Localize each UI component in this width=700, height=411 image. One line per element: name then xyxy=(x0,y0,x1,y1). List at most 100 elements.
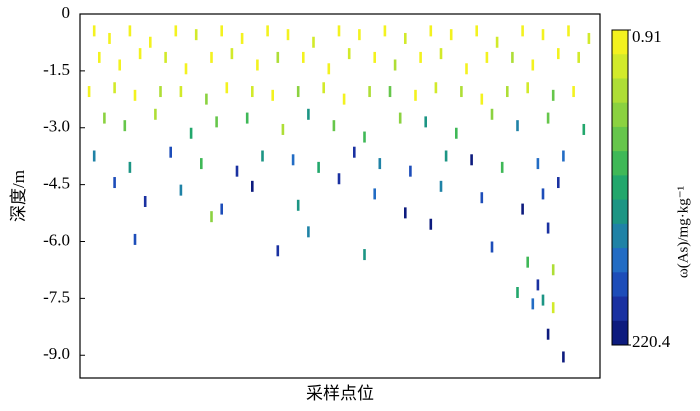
y-tick-label: -4.5 xyxy=(43,174,70,193)
colorbar-segment xyxy=(612,30,628,55)
depth-segment xyxy=(92,150,96,162)
colorbar-segment xyxy=(612,296,628,322)
depth-segment xyxy=(429,218,433,230)
depth-segment xyxy=(240,32,244,44)
depth-segment xyxy=(322,82,325,94)
depth-segment xyxy=(455,127,458,139)
y-tick-label: -9.0 xyxy=(43,344,70,363)
depth-segment xyxy=(230,48,234,60)
depth-segment xyxy=(490,108,494,120)
y-axis-title: 深度/m xyxy=(9,170,28,222)
depth-segment xyxy=(205,93,208,105)
depth-segment xyxy=(465,63,468,75)
depth-segment xyxy=(210,51,213,63)
y-tick-label: -3.0 xyxy=(43,117,70,136)
colorbar-frame xyxy=(611,29,629,346)
depth-segment xyxy=(103,112,106,124)
depth-segment xyxy=(424,116,427,128)
depth-segment xyxy=(404,207,407,219)
depth-segment xyxy=(174,25,178,37)
depth-segment xyxy=(164,51,167,63)
depth-segment xyxy=(296,86,300,98)
depth-segment xyxy=(582,123,586,135)
depth-segment xyxy=(536,279,540,291)
depth-segment xyxy=(113,177,116,189)
depth-segment xyxy=(225,82,229,94)
colorbar-tick-label: 0.91 xyxy=(632,27,662,46)
depth-segment xyxy=(378,158,382,170)
depth-segment xyxy=(256,59,259,71)
depth-segment xyxy=(531,59,535,71)
y-tick-label: -6.0 xyxy=(43,230,70,249)
depth-segment xyxy=(245,112,249,124)
depth-segment xyxy=(108,32,111,44)
depth-segment xyxy=(531,298,535,310)
depth-segment xyxy=(475,25,478,37)
colorbar-segment xyxy=(612,248,628,273)
depth-segment xyxy=(251,180,254,192)
x-axis-title: 采样点位 xyxy=(306,384,374,403)
y-tick-label: -7.5 xyxy=(43,287,70,306)
depth-segment xyxy=(332,120,336,132)
depth-segment xyxy=(133,233,137,245)
depth-segment xyxy=(557,177,560,189)
depth-segment xyxy=(189,127,193,139)
depth-segment xyxy=(368,86,371,98)
depth-segment xyxy=(159,86,162,98)
plot-frame xyxy=(79,13,601,379)
depth-segment xyxy=(296,199,300,211)
depth-segment xyxy=(271,89,274,101)
depth-segment xyxy=(506,86,509,98)
depth-segment xyxy=(541,29,545,41)
depth-segment xyxy=(562,150,565,162)
depth-segment xyxy=(87,86,91,98)
colorbar-segment xyxy=(612,78,628,104)
depth-segment xyxy=(337,25,341,37)
depth-segment xyxy=(393,59,397,71)
colorbar-segment xyxy=(612,223,628,249)
depth-segment xyxy=(521,25,524,37)
depth-segment xyxy=(317,161,320,173)
depth-segment xyxy=(383,25,387,37)
depth-segment xyxy=(546,328,550,340)
depth-segment xyxy=(200,158,203,170)
y-tick-label: -1.5 xyxy=(43,60,70,79)
depth-segment xyxy=(546,222,550,234)
depth-segment xyxy=(342,93,346,105)
depth-segment xyxy=(128,161,132,173)
depth-segment xyxy=(557,48,560,60)
depth-segment xyxy=(266,25,269,37)
depth-segment xyxy=(149,36,152,48)
y-tick-label: 0 xyxy=(62,3,71,22)
colorbar-segment xyxy=(612,126,628,152)
depth-segment xyxy=(490,241,494,253)
depth-segment xyxy=(546,112,550,124)
colorbar-title: ω(As)/mg·kg⁻¹ xyxy=(675,186,691,278)
depth-segment xyxy=(220,203,223,215)
depth-segment xyxy=(409,165,412,177)
depth-segment xyxy=(587,32,591,44)
depth-segment xyxy=(388,86,392,98)
depth-segment xyxy=(179,86,183,98)
depth-segment xyxy=(480,93,484,105)
depth-segment xyxy=(551,264,555,276)
depth-segment xyxy=(347,48,351,60)
depth-segment xyxy=(113,82,116,94)
depth-segment xyxy=(307,226,310,238)
depth-segment xyxy=(398,112,402,124)
depth-segment xyxy=(444,150,448,162)
depth-segment xyxy=(562,351,565,363)
depth-segment xyxy=(429,25,433,37)
depth-segment xyxy=(133,89,137,101)
depth-segment xyxy=(567,25,570,37)
depth-segment xyxy=(500,161,504,173)
depth-segment xyxy=(363,131,366,143)
depth-segment xyxy=(521,203,524,215)
depth-segment xyxy=(541,294,545,306)
depth-segment xyxy=(281,123,285,135)
depth-segment xyxy=(363,249,366,261)
colorbar-segment xyxy=(612,175,628,201)
depth-segment xyxy=(353,146,356,158)
